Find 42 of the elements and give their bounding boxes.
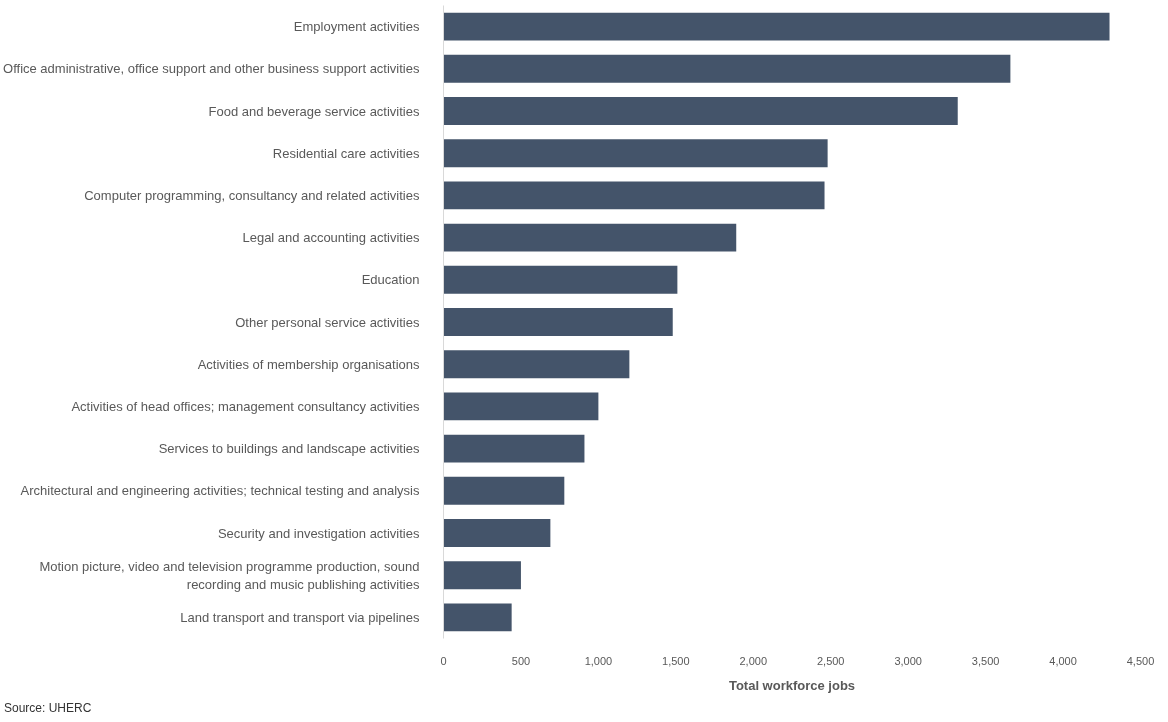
bar	[443, 519, 551, 547]
x-tick-label: 1,500	[662, 654, 690, 667]
bar	[443, 54, 1011, 83]
y-tick-label: Architectural and engineering activities; technical testing and analysis	[20, 483, 420, 499]
source-note: Source: UHERC	[4, 700, 92, 717]
x-tick-label: 3,000	[894, 654, 922, 667]
y-tick-label: Legal and accounting activities	[242, 230, 420, 246]
bar	[443, 350, 630, 379]
y-tick-label: Computer programming, consultancy and related activities	[84, 187, 420, 203]
bar	[443, 223, 737, 252]
bar	[443, 97, 958, 125]
y-tick-label: Services to buildings and landscape activities	[158, 441, 420, 457]
y-tick-label: Education	[361, 272, 420, 288]
bar	[443, 308, 673, 336]
x-tick-label: 4,500	[1126, 654, 1155, 667]
y-tick-label: Motion picture, video and television programme production, sound recording and music publishing activities	[39, 558, 420, 592]
bar	[443, 476, 565, 505]
bar	[443, 139, 828, 168]
y-tick-label: Activities of membership organisations	[197, 356, 420, 372]
bar	[443, 265, 678, 294]
bar	[443, 12, 1110, 41]
y-tick-label: Activities of head offices; management consultancy activities	[71, 398, 420, 414]
y-tick-label: Office administrative, office support and other business support activities	[3, 61, 420, 77]
x-tick-label: 2,000	[739, 654, 768, 667]
y-tick-label: Other personal service activities	[235, 314, 420, 330]
bar	[443, 561, 521, 590]
x-tick-label: 4,000	[1049, 654, 1077, 667]
x-tick-label: 500	[511, 654, 531, 667]
bar	[443, 181, 825, 210]
y-tick-label: Employment activities	[293, 19, 420, 35]
y-tick-label: Security and investigation activities	[217, 525, 420, 541]
x-tick-label: 0	[440, 654, 447, 667]
y-tick-label: Land transport and transport via pipelines	[180, 609, 420, 625]
x-tick-label: 3,500	[971, 654, 1000, 667]
x-axis-title: Total workforce jobs	[728, 677, 856, 693]
x-tick-label: 2,500	[816, 654, 845, 667]
bar	[443, 392, 599, 421]
y-tick-label: Food and beverage service activities	[208, 103, 420, 119]
x-tick-label: 1,000	[584, 654, 613, 667]
y-tick-label: Residential care activities	[272, 145, 420, 161]
bar	[443, 603, 512, 632]
bar	[443, 434, 585, 463]
